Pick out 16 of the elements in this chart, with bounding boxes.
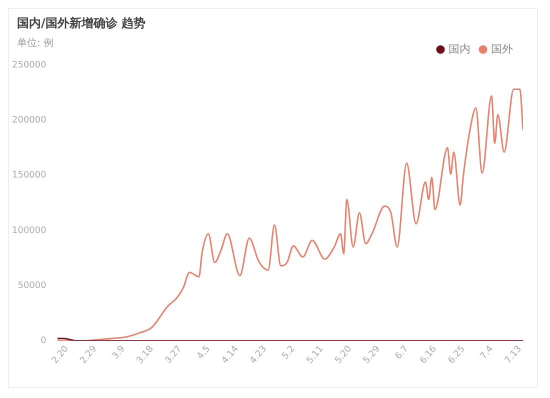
x-tick-label: 7.4 — [478, 344, 496, 362]
legend-label: 国外 — [491, 42, 513, 56]
legend-label: 国内 — [448, 42, 470, 56]
x-tick-label: 3.9 — [110, 344, 128, 362]
y-tick-label: 50000 — [18, 280, 47, 291]
x-tick-label: 4.5 — [196, 344, 212, 362]
chart-title: 国内/国外新增确诊 趋势 — [17, 15, 147, 32]
line-series — [57, 88, 523, 341]
x-tick-label: 6.7 — [394, 344, 411, 362]
y-tick-label: 100000 — [12, 226, 47, 236]
x-tick-label: 5.2 — [280, 344, 298, 362]
y-tick-label: 0 — [40, 336, 47, 346]
y-tick-label: 150000 — [12, 170, 47, 181]
y-tick-label: 250000 — [12, 60, 47, 70]
y-tick-label: 200000 — [12, 115, 47, 126]
chart-subtitle: 单位: 例 — [17, 38, 54, 49]
